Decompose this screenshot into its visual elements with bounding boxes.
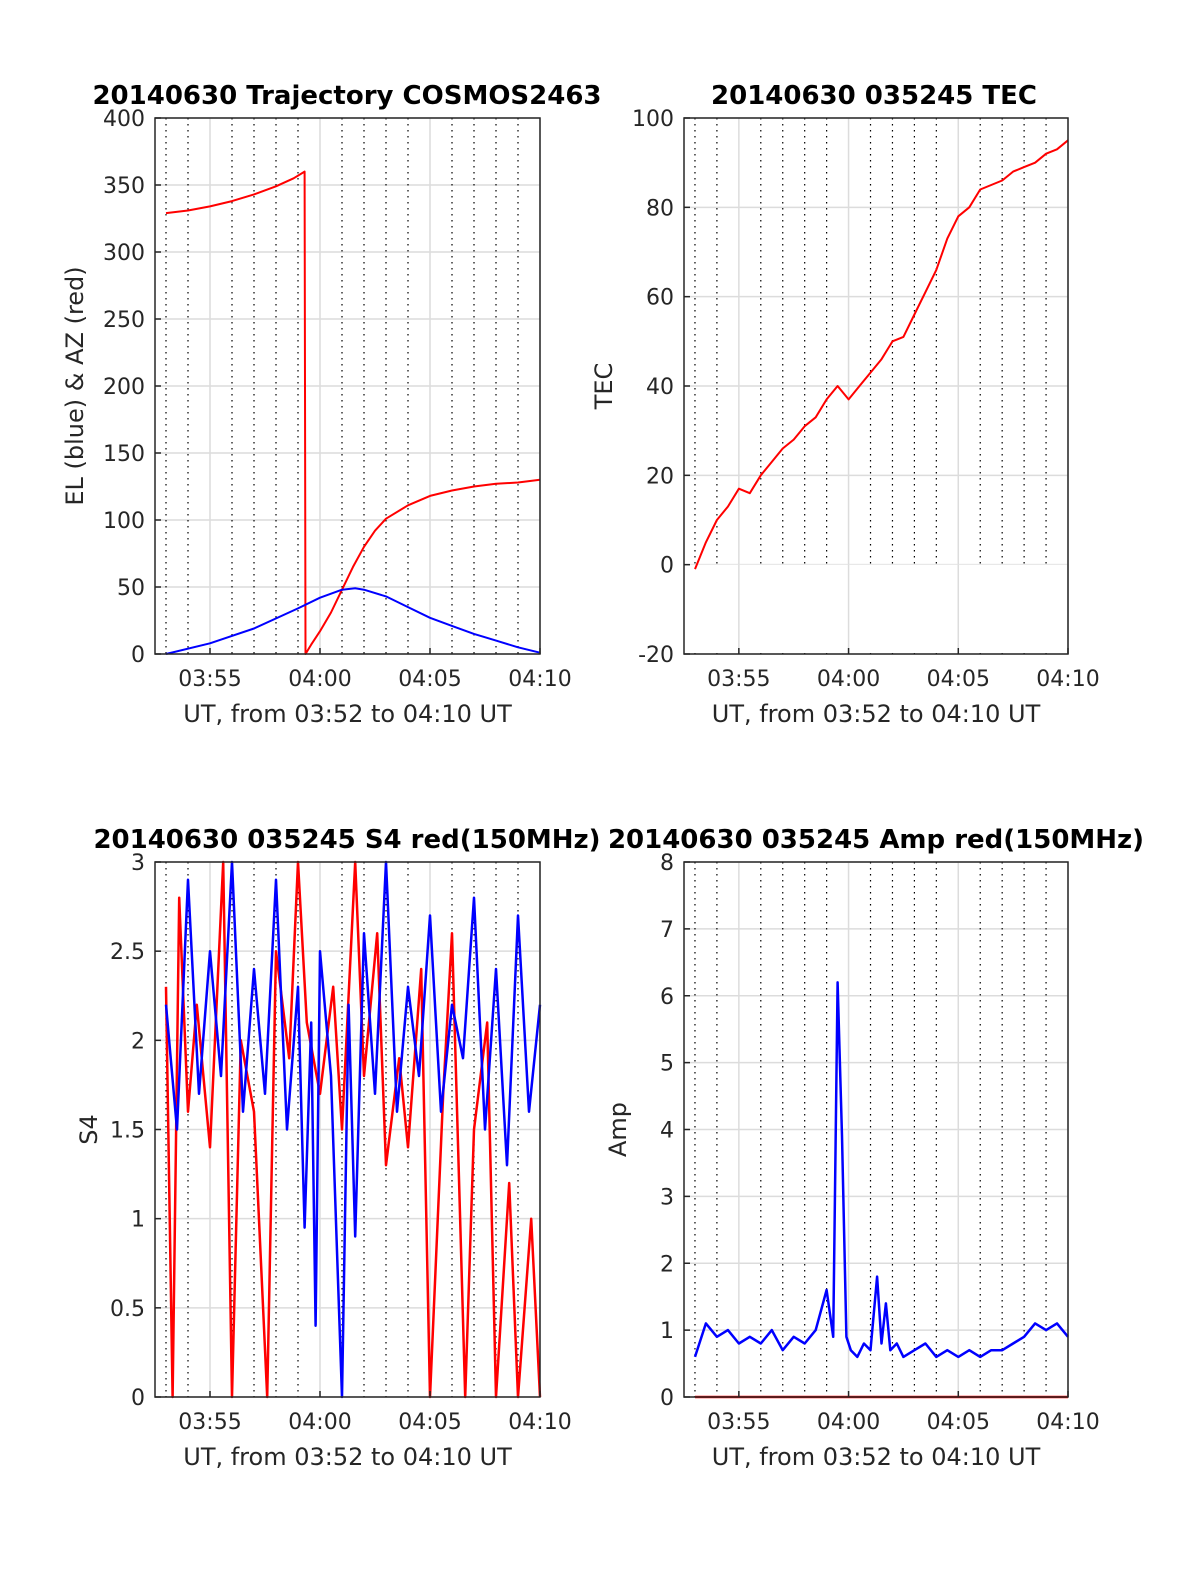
panel-tec: 03:55 04:00 04:05 04:10 -20 0 20 40 60 80 100 20140…	[590, 81, 1100, 728]
tec-lower-mask	[685, 564, 1067, 653]
amp-xtick-label-3: 04:10	[1036, 1410, 1099, 1435]
tec-ytick-label-3: 40	[646, 375, 674, 400]
amp-ytick-label-7: 7	[660, 918, 674, 943]
tec-ylabel: TEC	[590, 363, 618, 411]
panel-trajectory: 03:55 04:00 04:05 04:10 0 50 100 150 200 250 300 35…	[61, 81, 602, 728]
s4-ylabel: S4	[75, 1114, 103, 1145]
s4-ytick-label-2: 1	[131, 1208, 145, 1233]
trajectory-ytick-label-4: 200	[103, 375, 145, 400]
tec-ytick-label-1: 0	[660, 554, 674, 579]
amp-xtick-label-1: 04:00	[817, 1410, 880, 1435]
trajectory-series-0	[165, 170, 541, 655]
s4-ytick-label-6: 3	[131, 851, 145, 876]
amp-ytick-label-3: 3	[660, 1185, 674, 1210]
s4-title: 20140630 035245 S4 red(150MHz)	[93, 825, 600, 855]
trajectory-ytick-label-1: 50	[117, 576, 145, 601]
trajectory-ytick-label-3: 150	[103, 442, 145, 467]
amp-ytick-label-2: 2	[660, 1252, 674, 1277]
amp-ytick-label-4: 4	[660, 1119, 674, 1144]
trajectory-xtick-label-3: 04:10	[508, 667, 571, 692]
amp-ytick-label-1: 1	[660, 1319, 674, 1344]
tec-ytick-label-6: 100	[632, 107, 674, 132]
tec-title: 20140630 035245 TEC	[711, 81, 1037, 111]
trajectory-xtick-label-0: 03:55	[178, 667, 241, 692]
trajectory-xlabel: UT, from 03:52 to 04:10 UT	[183, 700, 512, 728]
tec-ytick-label-4: 60	[646, 286, 674, 311]
trajectory-ytick-label-5: 250	[103, 308, 145, 333]
trajectory-ylabel: EL (blue) & AZ (red)	[61, 266, 89, 505]
s4-ytick-label-5: 2.5	[110, 940, 145, 965]
panel-s4: 03:55 04:00 04:05 04:10 0 0.5 1 1.5 2 2.5 32014063…	[75, 825, 601, 1471]
trajectory-series-1	[165, 587, 541, 655]
tec-series-0	[694, 139, 1069, 570]
amp-xtick-label-2: 04:05	[927, 1410, 990, 1435]
amp-xlabel: UT, from 03:52 to 04:10 UT	[712, 1443, 1041, 1471]
amp-ytick-label-5: 5	[660, 1052, 674, 1077]
trajectory-ytick-label-2: 100	[103, 509, 145, 534]
s4-ytick-label-3: 1.5	[110, 1119, 145, 1144]
trajectory-ytick-label-7: 350	[103, 174, 145, 199]
trajectory-ytick-label-6: 300	[103, 241, 145, 266]
trajectory-title: 20140630 Trajectory COSMOS2463	[92, 81, 601, 111]
trajectory-ytick-label-8: 400	[103, 107, 145, 132]
s4-series-1	[164, 860, 542, 1399]
s4-xtick-label-1: 04:00	[288, 1410, 351, 1435]
amp-xtick-label-0: 03:55	[707, 1410, 770, 1435]
tec-xtick-label-3: 04:10	[1036, 667, 1099, 692]
trajectory-ytick-label-0: 0	[131, 643, 145, 668]
s4-series-0	[164, 860, 542, 1399]
s4-xtick-label-2: 04:05	[398, 1410, 461, 1435]
amp-ytick-label-8: 8	[660, 851, 674, 876]
amp-ytick-label-0: 0	[660, 1386, 674, 1411]
amp-title: 20140630 035245 Amp red(150MHz)	[608, 825, 1144, 855]
s4-ytick-label-0: 0	[131, 1386, 145, 1411]
trajectory-xtick-label-2: 04:05	[398, 667, 461, 692]
s4-xtick-label-3: 04:10	[508, 1410, 571, 1435]
amp-ylabel: Amp	[604, 1102, 632, 1157]
trajectory-xtick-label-1: 04:00	[288, 667, 351, 692]
s4-xtick-label-0: 03:55	[178, 1410, 241, 1435]
tec-xlabel: UT, from 03:52 to 04:10 UT	[712, 700, 1041, 728]
tec-ytick-label-0: -20	[638, 643, 674, 668]
amp-series-1	[693, 981, 1069, 1359]
tec-ytick-label-5: 80	[646, 196, 674, 221]
s4-xlabel: UT, from 03:52 to 04:10 UT	[183, 1443, 512, 1471]
amp-ytick-label-6: 6	[660, 985, 674, 1010]
s4-ytick-label-4: 2	[131, 1029, 145, 1054]
tec-ytick-label-2: 20	[646, 464, 674, 489]
s4-ytick-label-1: 0.5	[110, 1297, 145, 1322]
tec-xtick-label-2: 04:05	[927, 667, 990, 692]
tec-xtick-label-0: 03:55	[707, 667, 770, 692]
tec-xtick-label-1: 04:00	[817, 667, 880, 692]
